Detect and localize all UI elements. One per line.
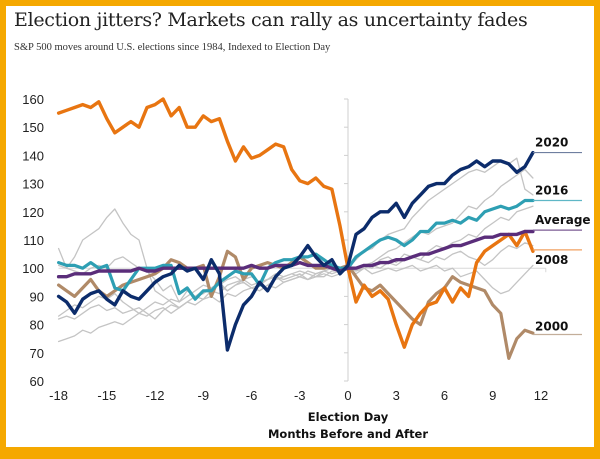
x-tick-label: 9 [489, 388, 496, 403]
x-axis-label: Election Day [308, 410, 389, 424]
series-line-2008 [56, 97, 535, 349]
series-line-other-election [57, 264, 534, 343]
x-tick-label: -3 [294, 388, 306, 403]
x-tick-label: -9 [197, 388, 209, 403]
series-line-other-election [57, 157, 534, 309]
series-line-2000 [56, 249, 535, 360]
y-tick-label: 150 [22, 120, 44, 135]
series-line-2020 [56, 150, 535, 352]
x-tick-label: -6 [246, 388, 258, 403]
x-tick-label: -18 [49, 388, 68, 403]
chart-title: Election jitters? Markets can rally as u… [14, 9, 528, 31]
end-label-2008: 2008 [535, 253, 568, 267]
end-label-2000: 2000 [535, 319, 568, 333]
x-tick-label: 12 [534, 388, 548, 403]
x-tick-label: -12 [146, 388, 165, 403]
y-tick-label: 130 [22, 177, 44, 192]
end-labels: 2020 2016 Average 2008 2000 [532, 136, 591, 336]
y-tick-label: 60 [30, 374, 44, 389]
chart-card [6, 6, 594, 447]
x-tick-label: 6 [441, 388, 448, 403]
x-tick-label: -15 [97, 388, 116, 403]
x-axis-sublabel: Months Before and After [268, 427, 428, 441]
series-group [56, 97, 535, 360]
series-line-average [56, 229, 535, 279]
y-tick-label: 90 [30, 289, 44, 304]
y-tick-label: 120 [22, 205, 44, 220]
y-tick-label: 70 [30, 346, 44, 361]
series-line-other-election [57, 205, 534, 317]
x-tick-label: 0 [344, 388, 351, 403]
y-tick-label: 140 [22, 148, 44, 163]
y-tick-label: 160 [22, 92, 44, 107]
end-label-average: Average [535, 213, 591, 227]
x-tick-label: 3 [393, 388, 400, 403]
chart-subtitle: S&P 500 moves around U.S. elections sinc… [14, 42, 331, 53]
y-tick-label: 110 [23, 233, 44, 248]
end-label-2016: 2016 [535, 184, 568, 198]
y-tick-label: 80 [30, 318, 44, 333]
y-tick-label: 100 [22, 261, 44, 276]
end-label-2020: 2020 [535, 136, 568, 150]
